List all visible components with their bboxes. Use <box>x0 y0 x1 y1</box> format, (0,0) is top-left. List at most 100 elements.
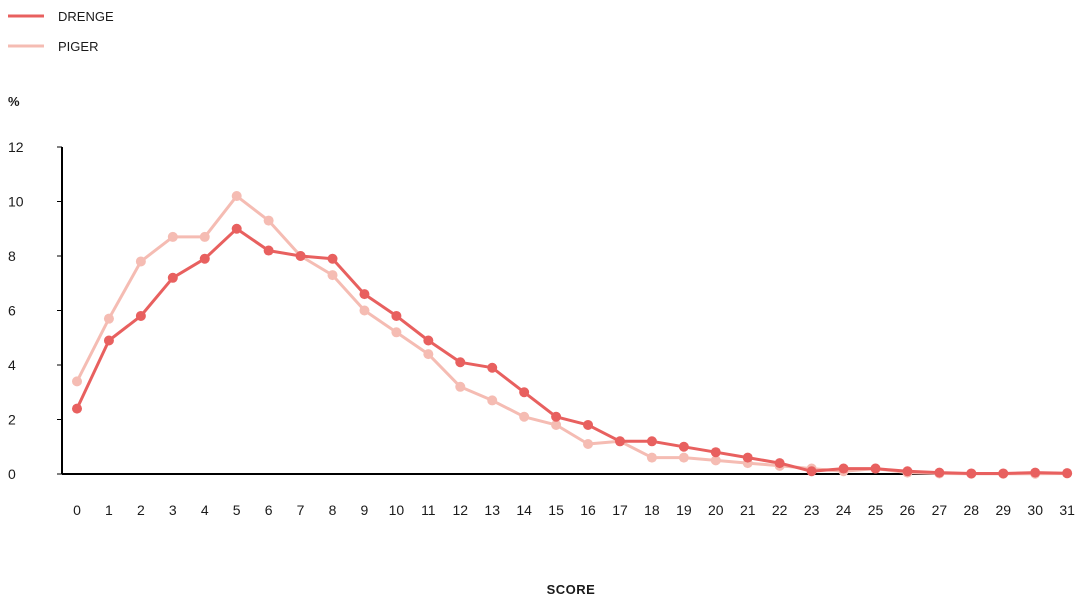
data-point-drenge <box>614 436 625 447</box>
data-point-drenge <box>199 253 210 264</box>
x-tick-label: 29 <box>995 502 1011 518</box>
x-tick-label: 11 <box>421 502 436 518</box>
x-tick-label: 24 <box>836 502 852 518</box>
series-line-drenge <box>75 227 1068 475</box>
x-tick-label: 15 <box>548 502 564 518</box>
x-tick-label: 3 <box>169 502 177 518</box>
legend-label-drenge: DRENGE <box>58 9 114 24</box>
y-tick-label: 6 <box>8 303 16 319</box>
data-point-piger <box>646 452 657 463</box>
x-tick-label: 23 <box>804 502 820 518</box>
y-axis-label: % <box>8 94 20 109</box>
data-point-drenge <box>806 466 817 477</box>
y-tick-label: 12 <box>8 139 24 155</box>
x-tick-label: 1 <box>105 502 113 518</box>
data-point-drenge <box>359 289 370 300</box>
x-tick-label: 26 <box>900 502 916 518</box>
x-tick-label: 20 <box>708 502 724 518</box>
data-point-drenge <box>838 463 849 474</box>
data-point-drenge <box>998 468 1009 479</box>
data-point-drenge <box>583 419 594 430</box>
data-point-piger <box>231 191 242 202</box>
legend-label-piger: PIGER <box>58 39 98 54</box>
data-point-drenge <box>295 251 306 261</box>
data-point-piger <box>263 215 274 226</box>
data-point-drenge <box>710 447 721 458</box>
data-point-piger <box>423 349 434 360</box>
data-point-drenge <box>455 357 466 368</box>
data-point-drenge <box>966 468 977 479</box>
data-point-piger <box>391 327 402 338</box>
data-point-piger <box>710 455 721 466</box>
x-tick-label: 18 <box>644 502 660 518</box>
data-point-drenge <box>678 441 689 452</box>
data-point-drenge <box>870 463 881 474</box>
data-point-drenge <box>519 387 530 398</box>
data-point-drenge <box>103 335 114 346</box>
data-point-drenge <box>1030 467 1041 478</box>
y-tick-label: 8 <box>8 248 16 264</box>
x-tick-label: 21 <box>740 502 756 518</box>
data-point-drenge <box>391 310 402 321</box>
x-tick-label: 0 <box>73 502 81 518</box>
y-tick-label: 10 <box>8 194 24 210</box>
data-point-piger <box>359 305 370 316</box>
data-point-drenge <box>934 467 945 478</box>
data-point-drenge <box>902 466 913 477</box>
y-tick-label: 2 <box>8 412 16 428</box>
x-tick-label: 2 <box>137 502 145 518</box>
data-point-drenge <box>167 272 178 283</box>
x-tick-label: 30 <box>1027 502 1043 518</box>
data-point-piger <box>551 419 562 430</box>
x-tick-label: 27 <box>932 502 948 518</box>
data-point-drenge <box>263 245 274 256</box>
data-point-piger <box>135 256 146 267</box>
data-point-drenge <box>487 362 498 373</box>
x-tick-label: 9 <box>361 502 369 518</box>
x-tick-label: 31 <box>1059 502 1075 518</box>
data-point-drenge <box>327 253 338 264</box>
x-tick-label: 25 <box>868 502 884 518</box>
x-tick-label: 5 <box>233 502 241 518</box>
data-point-drenge <box>135 310 146 321</box>
series-drenge <box>72 223 1073 479</box>
x-tick-label: 12 <box>452 502 468 518</box>
data-point-piger <box>455 381 466 392</box>
legend: DRENGE PIGER <box>8 9 114 54</box>
x-tick-label: 6 <box>265 502 273 518</box>
series-piger <box>72 191 1073 479</box>
x-tick-label: 28 <box>964 502 980 518</box>
x-axis-label: SCORE <box>547 582 596 597</box>
x-tick-label: 22 <box>772 502 788 518</box>
data-point-drenge <box>646 436 657 447</box>
data-point-drenge <box>1062 468 1073 479</box>
data-point-drenge <box>774 458 785 469</box>
data-point-piger <box>519 411 530 422</box>
data-point-piger <box>583 439 594 450</box>
x-tick-label: 19 <box>676 502 692 518</box>
series-layer <box>72 191 1073 479</box>
x-tick-label: 4 <box>201 502 209 518</box>
x-tick-label: 8 <box>329 502 337 518</box>
data-point-drenge <box>423 335 434 346</box>
x-tick-label: 17 <box>612 502 628 518</box>
y-tick-label: 4 <box>8 357 16 373</box>
data-point-drenge <box>72 403 82 414</box>
data-point-piger <box>678 452 689 463</box>
data-point-drenge <box>551 411 562 422</box>
x-tick-label: 7 <box>297 502 305 518</box>
data-point-piger <box>487 395 498 406</box>
x-tick-label: 14 <box>516 502 532 518</box>
x-tick-label: 10 <box>389 502 405 518</box>
data-point-piger <box>72 376 82 387</box>
data-point-drenge <box>231 223 242 234</box>
x-tick-label: 13 <box>484 502 500 518</box>
data-point-piger <box>103 313 114 324</box>
data-point-drenge <box>742 452 753 463</box>
y-tick-label: 0 <box>8 466 16 482</box>
x-tick-label: 16 <box>580 502 596 518</box>
data-point-piger <box>199 231 210 242</box>
